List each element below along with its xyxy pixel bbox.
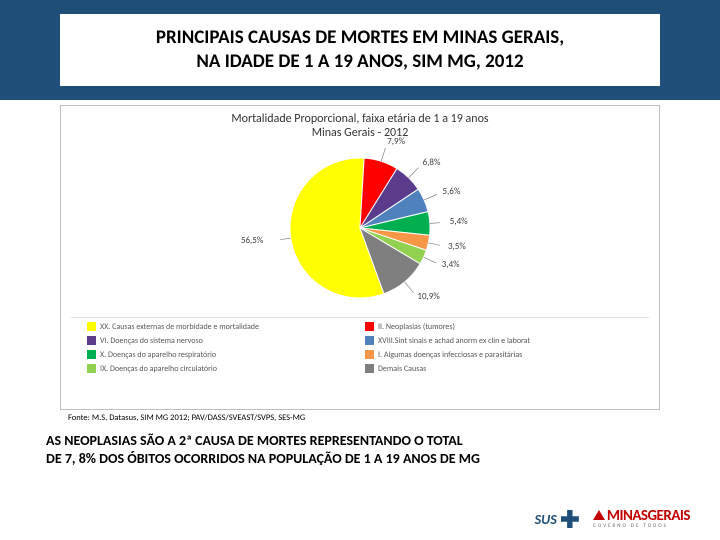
title-box: PRINCIPAIS CAUSAS DE MORTES EM MINAS GER… [60, 14, 660, 86]
pie-slice-label: 6,8% [423, 157, 441, 168]
chart-container: Mortalidade Proporcional, faixa etária d… [60, 105, 660, 410]
legend-item: VI. Doenças do sistema nervoso [87, 336, 355, 346]
logo-sus: SUS [535, 510, 579, 528]
pie-leader-line [424, 257, 437, 263]
legend-label: XVIII.Sint sinais e achad anorm ex clín … [378, 336, 530, 346]
title-line-1: PRINCIPAIS CAUSAS DE MORTES EM MINAS GER… [156, 26, 564, 49]
pie-slice-label: 5,4% [450, 216, 468, 227]
legend-swatch [365, 364, 374, 373]
legend-label: VI. Doenças do sistema nervoso [100, 336, 203, 346]
legend-label: X. Doenças do aparelho respiratório [100, 350, 216, 360]
pie-leader-line [430, 222, 440, 223]
legend-swatch [365, 350, 374, 359]
title-line-2: NA IDADE DE 1 A 19 ANOS, SIM MG, 2012 [196, 50, 523, 73]
legend-item: I. Algumas doenças infecciosas e parasit… [365, 350, 633, 360]
pie-chart [280, 148, 440, 308]
legend: XX. Causas externas de morbidade e morta… [71, 317, 649, 380]
pie-slice-label: 3,5% [448, 241, 466, 252]
pie-leader-line [381, 148, 385, 161]
mg-triangle-icon [593, 510, 605, 520]
legend-item: Demais Causas [365, 364, 633, 374]
legend-swatch [87, 322, 96, 331]
pie-leader-line [280, 238, 291, 240]
pie-leader-line [405, 282, 414, 293]
pie-slice-label: 7,9% [387, 136, 405, 147]
pie-slice-label: 5,6% [442, 186, 460, 197]
logo-minas-gerais: MINASGERAIS GOVERNO DE TODOS [593, 510, 690, 528]
legend-label: I. Algumas doenças infecciosas e parasit… [378, 350, 522, 360]
legend-item: XVIII.Sint sinais e achad anorm ex clín … [365, 336, 633, 346]
chart-title-line-1: Mortalidade Proporcional, faixa etária d… [231, 112, 488, 126]
footnote: AS NEOPLASIAS SÃO A 2ª CAUSA DE MORTES R… [40, 428, 680, 472]
legend-label: II. Neoplasias (tumores) [378, 322, 455, 332]
legend-swatch [87, 350, 96, 359]
logos: SUS MINASGERAIS GOVERNO DE TODOS [535, 510, 690, 528]
pie-leader-line [409, 167, 419, 177]
legend-label: Demais Causas [378, 364, 426, 374]
legend-item: XX. Causas externas de morbidade e morta… [87, 322, 355, 332]
pie-slice-label: 56,5% [241, 235, 263, 246]
pie-slice-label: 10,9% [417, 291, 439, 302]
chart-title: Mortalidade Proporcional, faixa etária d… [61, 106, 659, 143]
pie-leader-line [428, 243, 440, 246]
legend-label: XX. Causas externas de morbidade e morta… [100, 322, 259, 332]
sus-text: SUS [535, 511, 557, 528]
legend-swatch [87, 336, 96, 345]
page-title: PRINCIPAIS CAUSAS DE MORTES EM MINAS GER… [80, 26, 640, 74]
pie-leader-line [424, 194, 437, 200]
sus-cross-icon [561, 510, 579, 528]
legend-swatch [365, 336, 374, 345]
source-text: Fonte: M.S, Datasus, SIM MG 2012; PAV/DA… [68, 413, 305, 423]
footnote-line-2: DE 7, 8% DOS ÓBITOS OCORRIDOS NA POPULAÇ… [46, 450, 480, 467]
legend-swatch [87, 364, 96, 373]
legend-item: X. Doenças do aparelho respiratório [87, 350, 355, 360]
legend-label: IX. Doenças do aparelho circulatório [100, 364, 217, 374]
pie-wrap: 56,5%7,9%6,8%5,6%5,4%3,5%3,4%10,9% [61, 143, 659, 313]
legend-item: IX. Doenças do aparelho circulatório [87, 364, 355, 374]
pie-slice-label: 3,4% [442, 259, 460, 270]
legend-item: II. Neoplasias (tumores) [365, 322, 633, 332]
footnote-line-1: AS NEOPLASIAS SÃO A 2ª CAUSA DE MORTES R… [46, 432, 463, 449]
legend-swatch [365, 322, 374, 331]
